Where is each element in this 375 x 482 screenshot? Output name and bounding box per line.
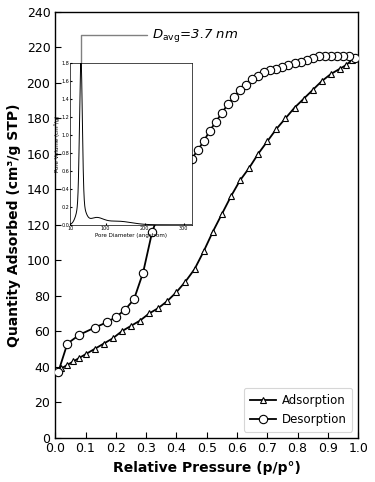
Adsorption	[274, 126, 279, 132]
Desorption	[105, 320, 109, 325]
Line: Desorption: Desorption	[54, 52, 359, 376]
Adsorption	[344, 62, 348, 68]
Adsorption	[120, 328, 124, 334]
X-axis label: Relative Pressure (p/p°): Relative Pressure (p/p°)	[113, 461, 301, 475]
Adsorption	[350, 57, 354, 63]
Y-axis label: Quantity Adsorbed (cm³/g STP): Quantity Adsorbed (cm³/g STP)	[7, 103, 21, 347]
Adsorption	[338, 66, 342, 72]
Adsorption	[111, 335, 115, 341]
Adsorption	[265, 138, 270, 144]
Desorption	[220, 110, 224, 116]
Desorption	[292, 60, 297, 66]
Desorption	[77, 332, 82, 338]
Adsorption	[102, 341, 106, 347]
Desorption	[132, 296, 136, 302]
Desorption	[274, 66, 279, 72]
Adsorption	[138, 318, 142, 323]
Adsorption	[320, 78, 324, 84]
Desorption	[195, 147, 200, 153]
Desorption	[150, 229, 154, 235]
Adsorption	[283, 116, 288, 121]
Adsorption	[192, 266, 197, 272]
Desorption	[177, 174, 182, 180]
Desorption	[322, 54, 327, 59]
Adsorption	[83, 351, 88, 357]
Desorption	[286, 62, 291, 68]
Adsorption	[328, 71, 333, 77]
Desorption	[334, 54, 339, 59]
Desorption	[244, 82, 248, 88]
Adsorption	[147, 310, 152, 316]
Desorption	[159, 204, 164, 210]
Desorption	[207, 128, 212, 134]
Adsorption	[183, 279, 188, 284]
Adsorption	[129, 323, 133, 329]
Adsorption	[59, 365, 63, 371]
Adsorption	[247, 165, 251, 171]
Desorption	[341, 54, 345, 59]
Desorption	[189, 156, 194, 162]
Adsorption	[156, 305, 160, 311]
Desorption	[280, 64, 285, 70]
Desorption	[141, 270, 146, 276]
Desorption	[262, 69, 267, 75]
Desorption	[183, 165, 188, 171]
Desorption	[298, 59, 303, 65]
Adsorption	[220, 211, 224, 217]
Desorption	[65, 341, 70, 347]
Desorption	[226, 101, 230, 107]
Desorption	[92, 325, 97, 331]
Adsorption	[92, 346, 97, 352]
Adsorption	[256, 151, 260, 157]
Desorption	[256, 73, 260, 79]
Adsorption	[77, 355, 82, 361]
Desorption	[168, 187, 172, 192]
Desorption	[201, 138, 206, 144]
Adsorption	[292, 105, 297, 110]
Adsorption	[201, 249, 206, 254]
Adsorption	[71, 359, 76, 364]
Desorption	[310, 55, 315, 61]
Adsorption	[229, 193, 233, 199]
Desorption	[268, 67, 273, 73]
Desorption	[347, 54, 351, 59]
Desorption	[114, 314, 118, 320]
Adsorption	[174, 289, 178, 295]
Desorption	[328, 54, 333, 59]
Text: $D_{\mathrm{avg}}$=3.7 nm: $D_{\mathrm{avg}}$=3.7 nm	[78, 27, 239, 76]
Desorption	[232, 94, 236, 100]
Desorption	[213, 119, 218, 125]
Adsorption	[238, 177, 242, 183]
Adsorption	[56, 369, 60, 375]
Desorption	[238, 87, 242, 93]
Desorption	[56, 369, 60, 375]
Desorption	[304, 57, 309, 63]
Adsorption	[310, 87, 315, 93]
Desorption	[353, 55, 357, 61]
Adsorption	[165, 298, 170, 304]
Adsorption	[65, 362, 70, 368]
Desorption	[250, 77, 254, 82]
Legend: Adsorption, Desorption: Adsorption, Desorption	[244, 388, 352, 432]
Adsorption	[302, 96, 306, 102]
Line: Adsorption: Adsorption	[54, 56, 356, 375]
Desorption	[316, 54, 321, 59]
Adsorption	[210, 229, 215, 235]
Desorption	[123, 307, 127, 313]
